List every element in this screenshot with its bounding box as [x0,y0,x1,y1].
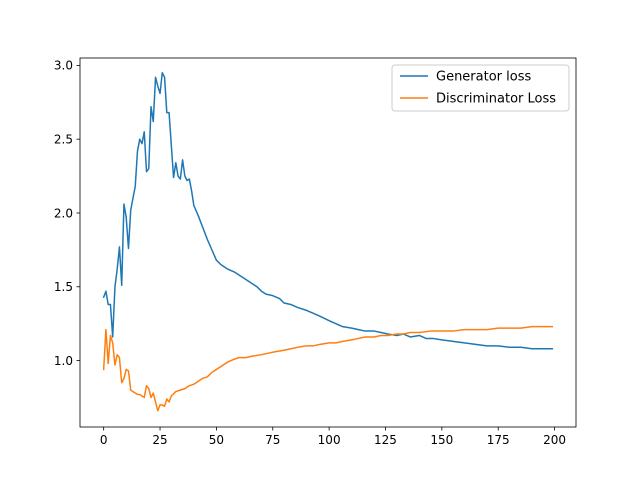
y-tick-label: 1.0 [54,354,73,368]
legend: Generator loss Discriminator Loss [391,64,570,112]
axes-frame [79,57,577,428]
x-tick-label: 100 [318,433,341,447]
y-tick-label: 1.5 [54,280,73,294]
plot-area [80,58,576,427]
x-tick-label: 75 [265,433,280,447]
series-line-1 [102,325,554,412]
series-line-0 [102,72,554,350]
series-group [102,72,554,412]
x-tick-label: 50 [209,433,224,447]
x-tick-label: 150 [430,433,453,447]
plot-background [80,58,576,427]
legend-box [391,64,570,112]
x-tick-label: 175 [487,433,510,447]
x-tick-label: 125 [374,433,397,447]
axes: 0 25 50 75 100 125 150 175 200 1.0 1.5 2.0 2.5 3.0 [54,57,577,447]
x-tick-label: 200 [543,433,566,447]
legend-label-1: Discriminator Loss [436,92,556,107]
y-tick-label: 3.0 [54,59,73,73]
legend-label-0: Generator loss [436,70,531,85]
x-tick-label: 0 [100,433,108,447]
x-tick-label: 25 [152,433,167,447]
y-tick-label: 2.0 [54,206,73,220]
y-tick-label: 2.5 [54,132,73,146]
